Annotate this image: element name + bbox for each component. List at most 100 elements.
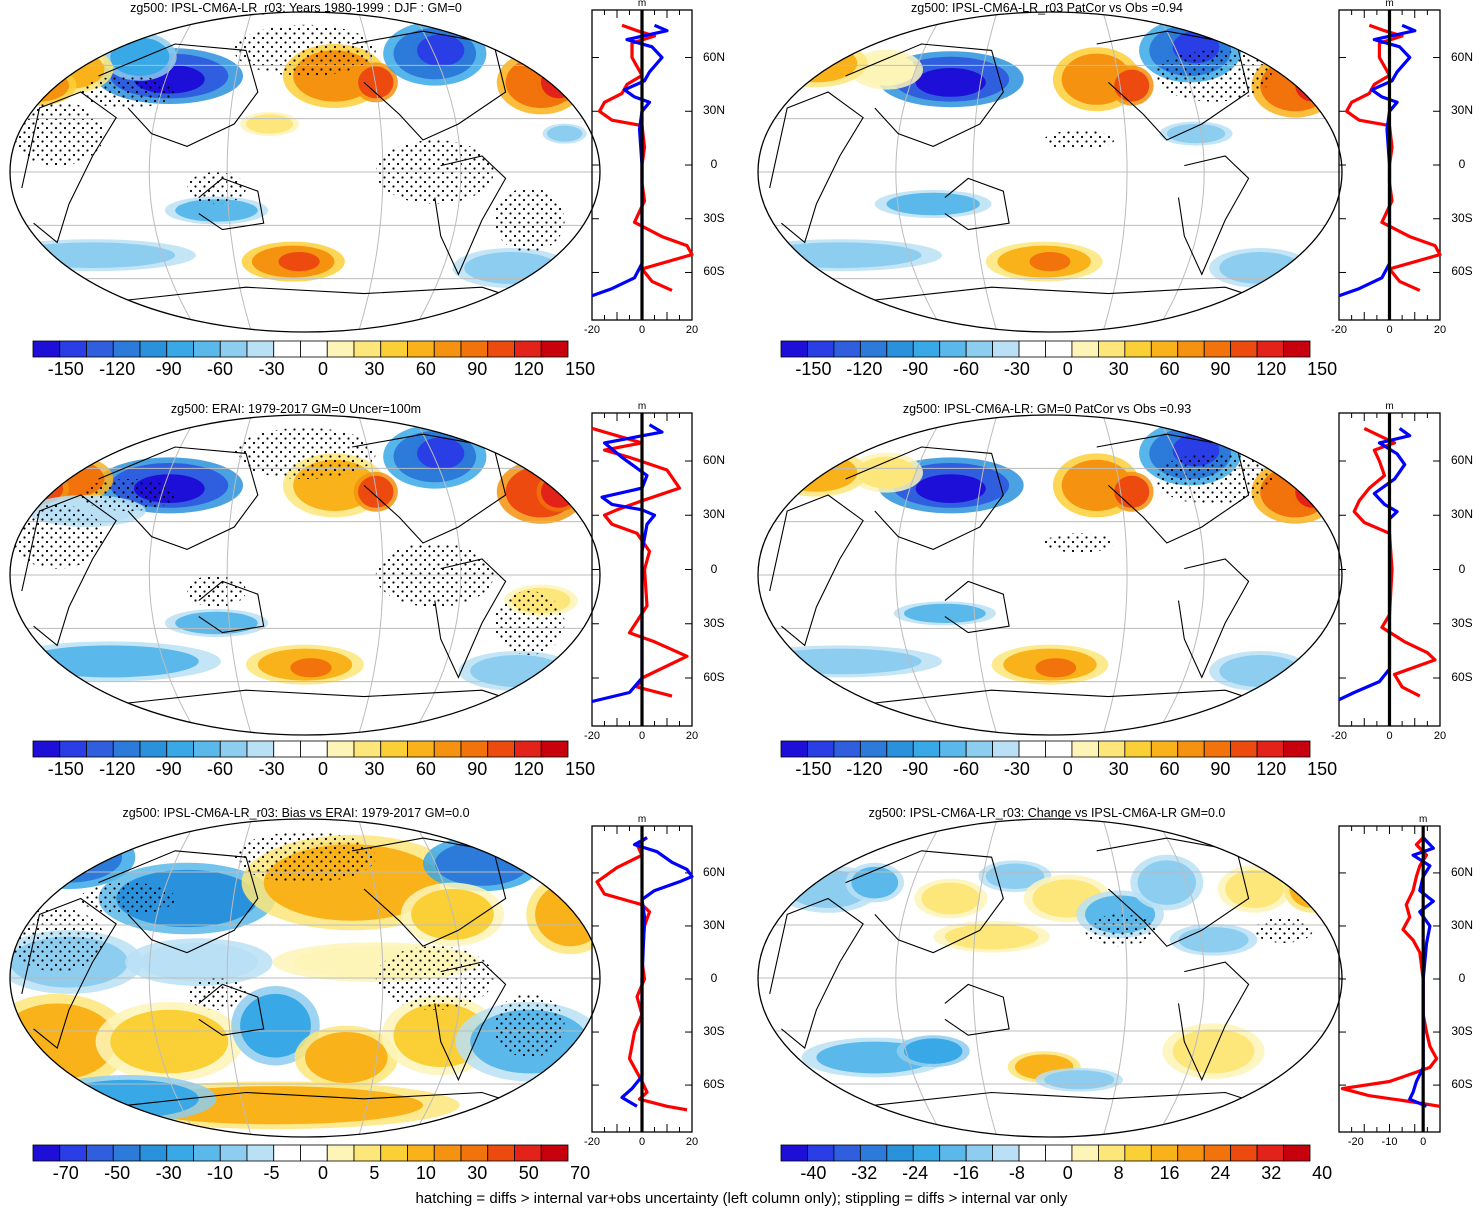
colorbar-swatch bbox=[139, 1144, 168, 1162]
profile-unit-label: m bbox=[1385, 0, 1394, 9]
stippling bbox=[1044, 533, 1115, 553]
graticule-lon bbox=[1102, 415, 1128, 735]
colorbar-swatch bbox=[1098, 740, 1126, 758]
contour-blob bbox=[541, 475, 577, 508]
coastline bbox=[198, 177, 265, 231]
colorbar-label: 120 bbox=[1256, 759, 1287, 779]
colorbar-swatch bbox=[514, 1144, 542, 1162]
colorbar-swatch bbox=[193, 340, 221, 358]
colorbar-swatch bbox=[859, 340, 888, 358]
stippling bbox=[80, 76, 176, 108]
colorbar-swatch bbox=[886, 740, 914, 758]
colorbar-label: 0 bbox=[1062, 759, 1073, 779]
contour-blob bbox=[1172, 1028, 1255, 1074]
coastline bbox=[944, 580, 1010, 634]
coastline bbox=[198, 580, 265, 634]
profile-unit-label: m bbox=[637, 401, 647, 412]
coastline bbox=[98, 446, 259, 550]
stippling bbox=[10, 908, 105, 972]
colorbar-label: 0 bbox=[1062, 1163, 1073, 1183]
profile-ytick-label: 0 bbox=[1458, 157, 1466, 171]
profile-ytick-label: 0 bbox=[1458, 561, 1466, 576]
coastline bbox=[1177, 558, 1250, 679]
colorbar-swatch bbox=[460, 1144, 489, 1162]
map-outline bbox=[757, 414, 1343, 736]
colorbar-label: 70 bbox=[570, 1163, 591, 1183]
contour-blob bbox=[116, 869, 258, 928]
contour-blob bbox=[1295, 475, 1331, 508]
profile-xtick-label: 0 bbox=[1420, 1136, 1427, 1148]
colorbar-swatch bbox=[326, 340, 355, 358]
colorbar-label: 0 bbox=[1062, 359, 1073, 379]
colorbar-swatch bbox=[859, 740, 888, 758]
colorbar-swatch bbox=[540, 1144, 569, 1162]
colorbar-swatch bbox=[1150, 340, 1179, 358]
contour-blob bbox=[1290, 65, 1335, 106]
contour-blob bbox=[21, 645, 199, 678]
colorbar-label: -30 bbox=[258, 359, 285, 379]
colorbar-label: 30 bbox=[467, 1163, 488, 1183]
colorbar-swatch bbox=[353, 740, 382, 758]
contour-blob bbox=[1166, 124, 1226, 144]
contour-blob bbox=[175, 199, 258, 222]
graticule-lon bbox=[1102, 819, 1128, 1137]
colorbar-swatch bbox=[300, 1144, 328, 1162]
colorbar-swatch bbox=[540, 340, 569, 358]
colorbar-swatch bbox=[1018, 1144, 1046, 1162]
colorbar-swatch bbox=[1256, 740, 1284, 758]
coastline bbox=[1096, 433, 1250, 544]
colorbar-swatch bbox=[246, 740, 275, 758]
colorbar-label: -90 bbox=[155, 759, 182, 779]
colorbar-label: 90 bbox=[467, 359, 488, 379]
panel-title: zg500: ERAI: 1979-2017 GM=0 Uncer=100m bbox=[170, 402, 422, 416]
colorbar-swatch bbox=[1124, 340, 1152, 358]
contour-blob bbox=[1289, 869, 1337, 909]
coastline bbox=[845, 446, 1004, 550]
coastline bbox=[1177, 961, 1250, 1082]
colorbar-swatch bbox=[32, 740, 61, 758]
colorbar-label: -90 bbox=[902, 759, 929, 779]
colorbar-swatch bbox=[992, 740, 1020, 758]
colorbar-swatch bbox=[1256, 1144, 1284, 1162]
colorbar-swatch bbox=[912, 340, 941, 358]
colorbar-label: -90 bbox=[902, 359, 929, 379]
coastline bbox=[21, 494, 117, 647]
contour-blob bbox=[305, 1032, 388, 1083]
contour-blob bbox=[758, 242, 922, 268]
colorbar-swatch bbox=[965, 740, 994, 758]
colorbar-swatch bbox=[1124, 1144, 1152, 1162]
profile-ytick-label: 30N bbox=[702, 917, 726, 932]
profile-ytick-label: 0 bbox=[710, 157, 718, 171]
profile-ytick-label: 30N bbox=[1450, 917, 1474, 932]
graticule-lon bbox=[972, 415, 998, 735]
map-field bbox=[10, 12, 600, 332]
colorbar-swatch bbox=[886, 1144, 914, 1162]
profile-ytick-label: 60N bbox=[702, 452, 726, 467]
profile-unit-label: m bbox=[637, 814, 647, 825]
colorbar-label: 10 bbox=[415, 1163, 436, 1183]
colorbar-swatch bbox=[193, 740, 221, 758]
profile-xtick-label: 20 bbox=[685, 730, 699, 742]
colorbar-swatch bbox=[487, 740, 515, 758]
profile-line-red bbox=[1345, 23, 1442, 292]
colorbar-swatch bbox=[300, 740, 328, 758]
coastline bbox=[98, 850, 259, 954]
colorbar-swatch bbox=[514, 740, 542, 758]
colorbar-swatch bbox=[540, 740, 569, 758]
colorbar-label: -24 bbox=[902, 1163, 929, 1183]
contour-blob bbox=[1225, 869, 1284, 909]
colorbar-label: 30 bbox=[1108, 759, 1129, 779]
map-outline bbox=[757, 11, 1343, 333]
colorbar-2 bbox=[780, 340, 1311, 358]
colorbar-swatch bbox=[487, 340, 515, 358]
stippling bbox=[187, 172, 246, 204]
colorbar-swatch bbox=[1098, 1144, 1126, 1162]
colorbar-label: 120 bbox=[513, 759, 544, 779]
map-outline bbox=[757, 818, 1343, 1138]
contour-blob bbox=[1137, 860, 1197, 905]
colorbar-swatch bbox=[1177, 1144, 1205, 1162]
colorbar-label: 30 bbox=[1108, 359, 1129, 379]
graticule-lon bbox=[148, 12, 199, 332]
colorbar-swatch bbox=[1071, 740, 1099, 758]
contour-blob bbox=[1295, 69, 1331, 102]
